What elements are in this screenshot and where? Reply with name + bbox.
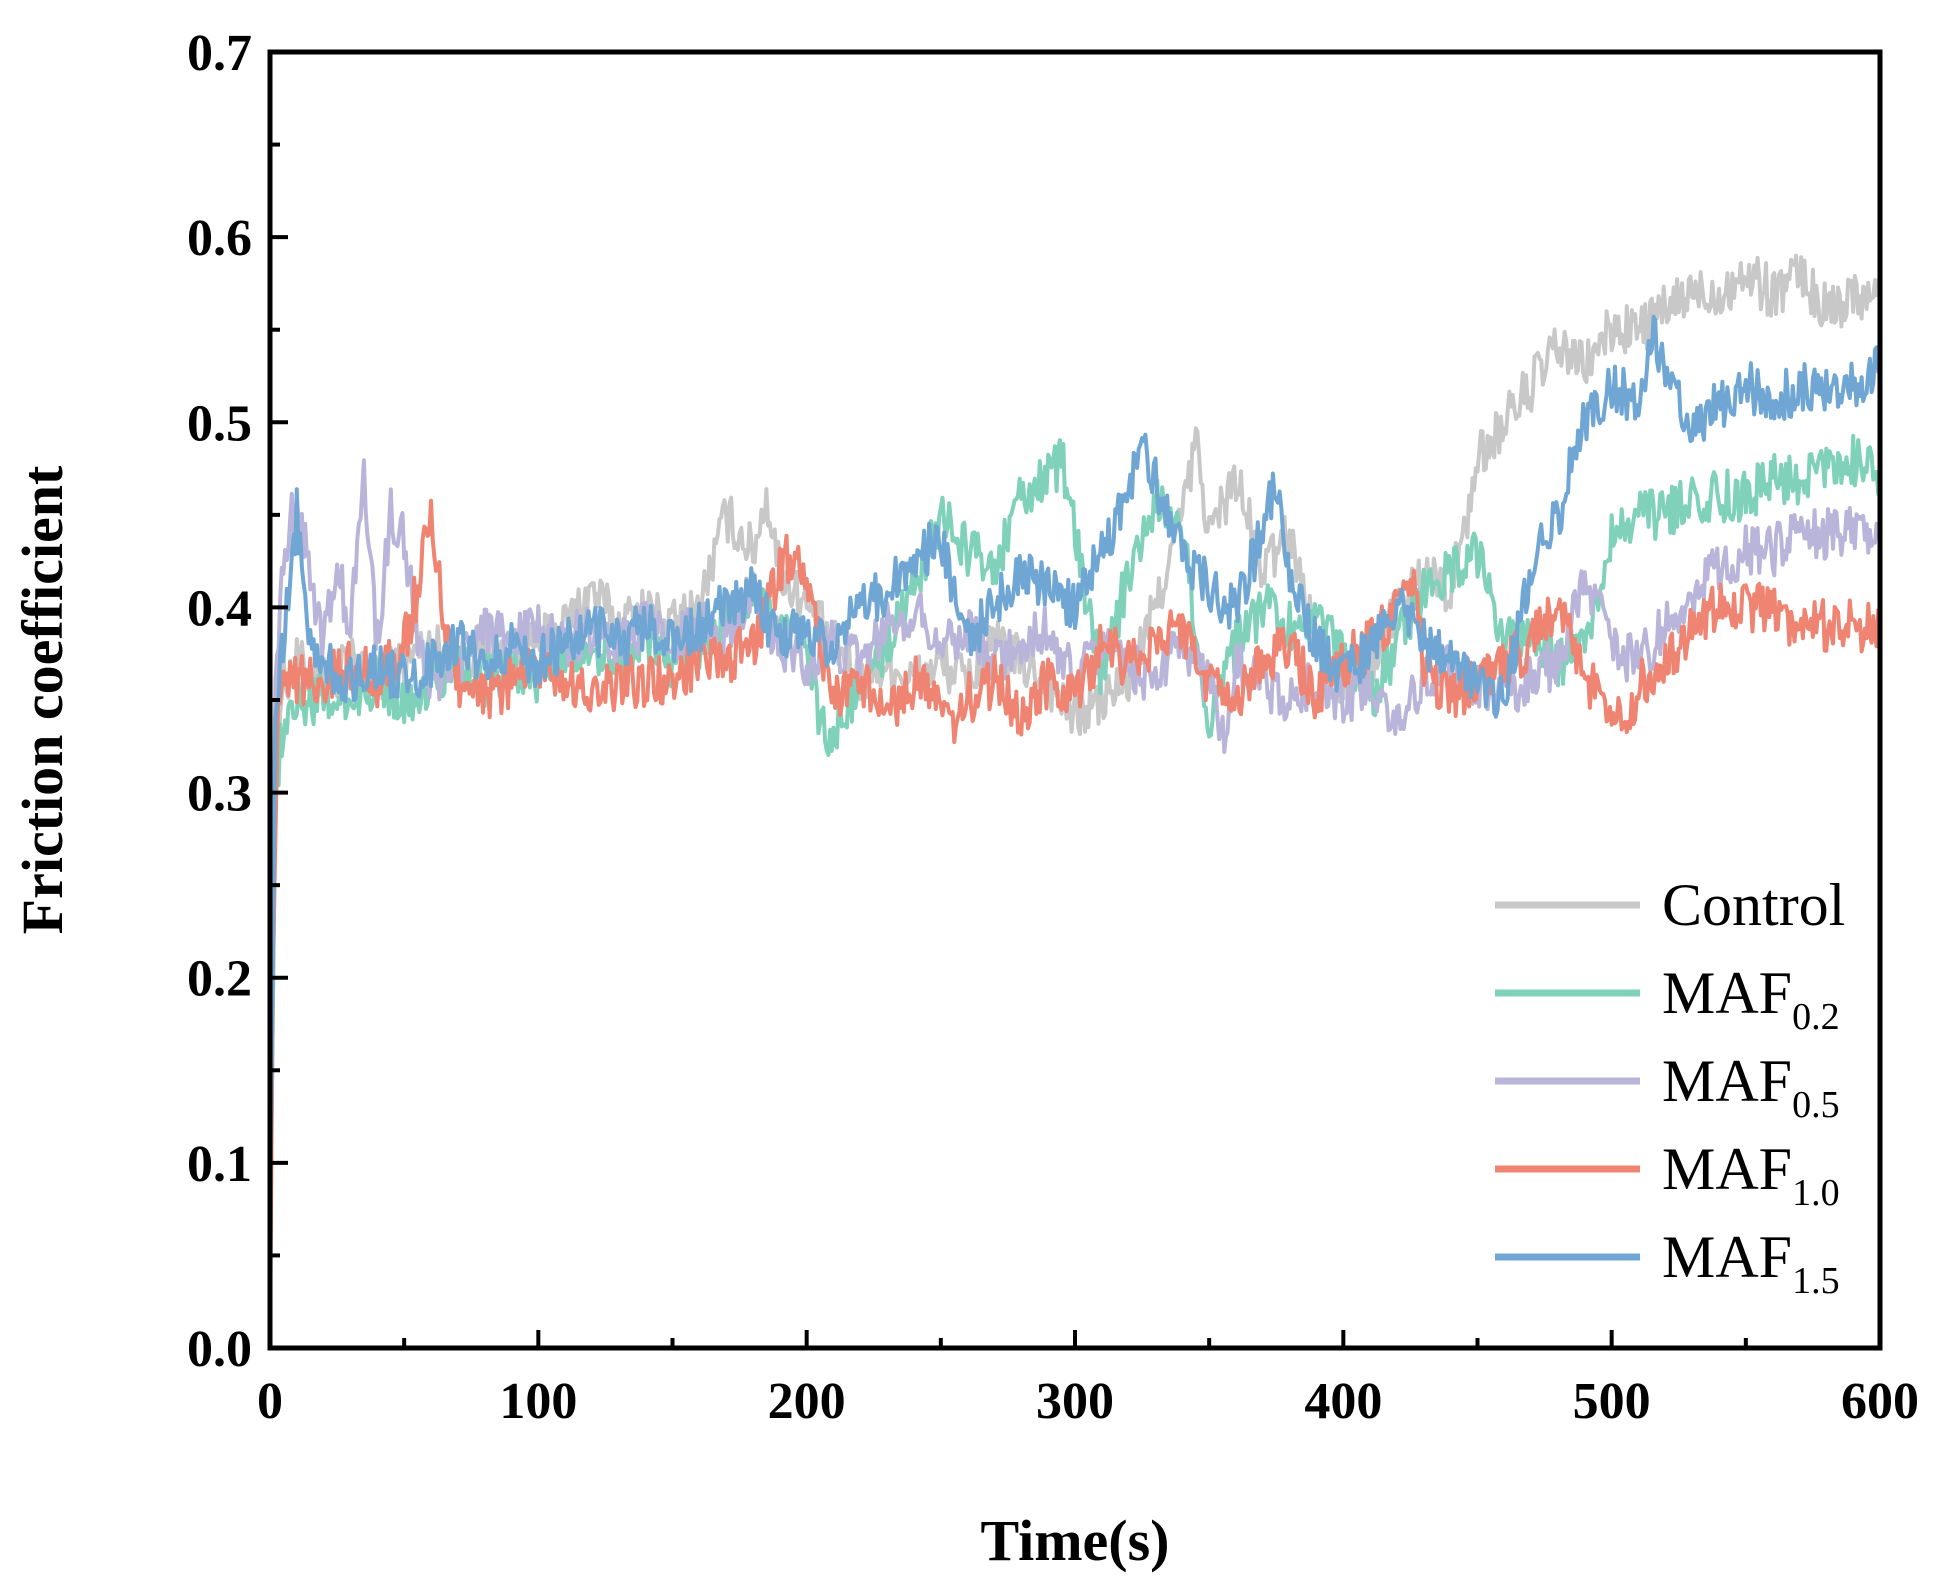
y-tick-label: 0.5 xyxy=(187,395,252,452)
x-axis-title: Time(s) xyxy=(980,1508,1169,1573)
legend-label: Control xyxy=(1662,872,1845,938)
x-tick-label: 0 xyxy=(257,1373,283,1430)
y-axis-title: Friction coefficient xyxy=(10,465,75,934)
y-tick-label: 0.6 xyxy=(187,210,252,267)
ticks-layer xyxy=(268,50,1882,1350)
series-line-maf1-5 xyxy=(268,314,1882,1200)
legend: Control MAF0.2 MAF0.5 MAF1.0 MAF1.5 xyxy=(1495,872,1845,1302)
legend-label: MAF0.2 xyxy=(1662,960,1840,1038)
tick-labels-layer: 0 100 200 300 400 500 600 0.0 0.1 0.2 0.3 0.4 0.5 0.6… xyxy=(187,25,1919,1430)
x-tick-label: 600 xyxy=(1841,1373,1919,1430)
x-tick-label: 300 xyxy=(1036,1373,1114,1430)
y-tick-label: 0.7 xyxy=(187,25,252,82)
y-tick-label: 0.1 xyxy=(187,1136,252,1193)
x-tick-label: 200 xyxy=(768,1373,846,1430)
y-tick-label: 0.3 xyxy=(187,766,252,823)
x-tick-label: 400 xyxy=(1304,1373,1382,1430)
series-layer xyxy=(268,253,1882,1349)
legend-label: MAF0.5 xyxy=(1662,1048,1840,1126)
y-tick-label: 0.4 xyxy=(187,580,252,637)
x-tick-label: 500 xyxy=(1573,1373,1651,1430)
legend-label: MAF1.0 xyxy=(1662,1136,1840,1214)
legend-label: MAF1.5 xyxy=(1662,1224,1840,1302)
y-tick-label: 0.2 xyxy=(187,951,252,1008)
y-tick-label: 0.0 xyxy=(187,1321,252,1378)
x-tick-label: 100 xyxy=(499,1373,577,1430)
